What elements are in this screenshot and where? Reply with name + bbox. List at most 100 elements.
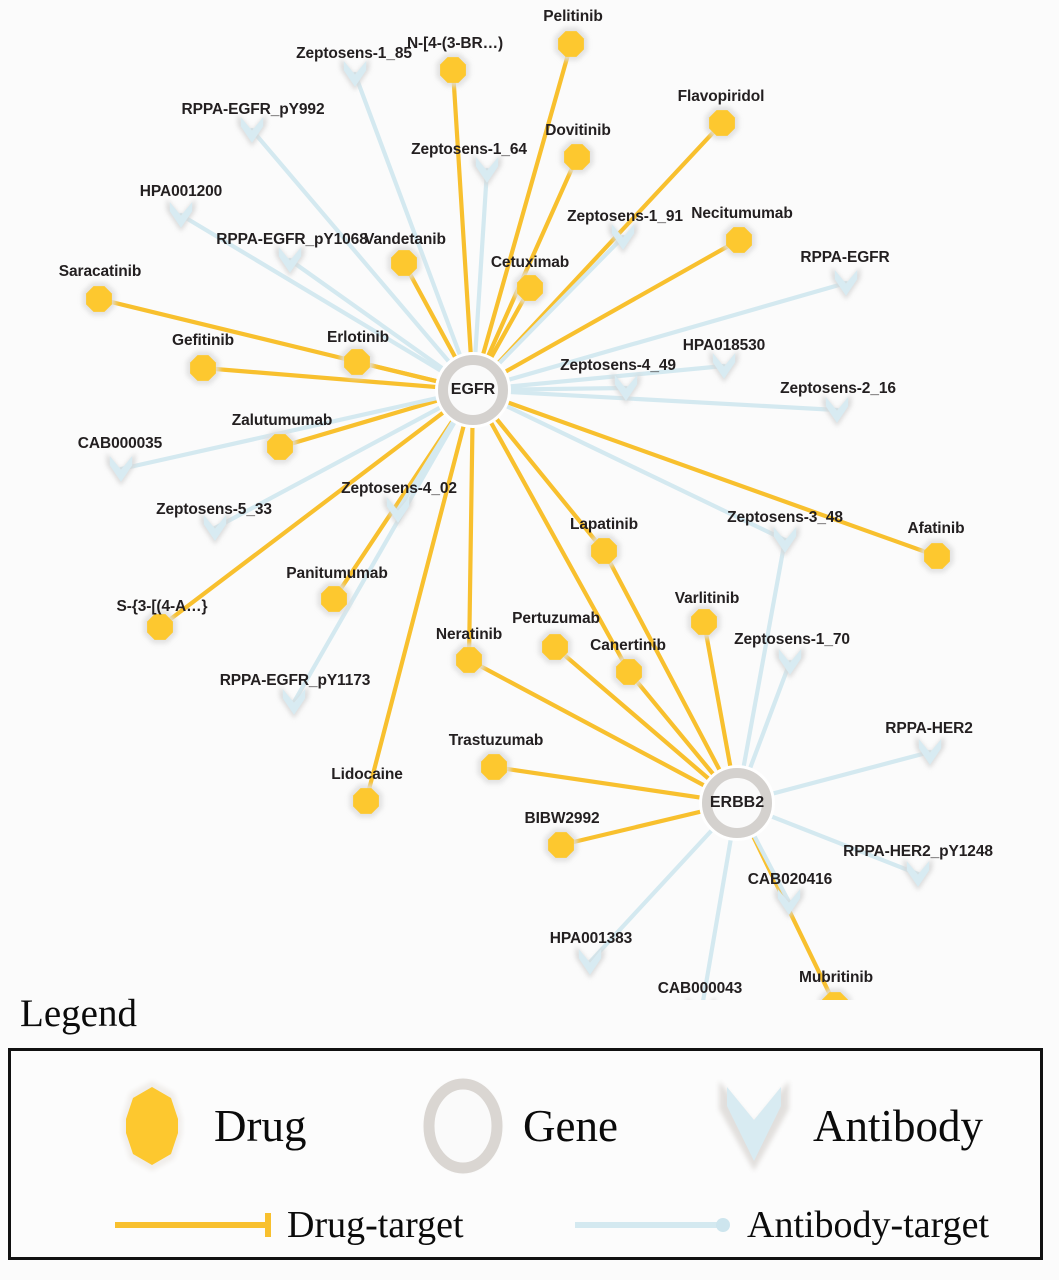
network-svg [82, 27, 954, 1000]
antibody-target-edge [212, 387, 476, 531]
drug-node[interactable] [452, 643, 486, 677]
drug-icon [122, 1081, 182, 1171]
antibody-node[interactable] [106, 452, 136, 486]
antibody-target-edge [178, 212, 476, 393]
drug-node[interactable] [612, 655, 646, 689]
antibody-target-edge-icon [575, 1218, 730, 1232]
legend-box: Drug Gene Antibody Drug-target [8, 1048, 1043, 1260]
gene-node-egfr[interactable] [435, 352, 511, 428]
drug-node[interactable] [387, 246, 421, 280]
drug-target-edge [157, 387, 476, 630]
drug-shape [691, 609, 717, 635]
drug-target-edge [470, 387, 632, 675]
drug-node[interactable] [554, 27, 588, 61]
drug-node[interactable] [143, 610, 177, 644]
legend-item-drug-target: Drug-target [111, 1206, 464, 1244]
antibody-node[interactable] [915, 735, 945, 769]
drug-shape [726, 227, 752, 253]
legend-label-gene: Gene [523, 1100, 618, 1151]
antibody-node[interactable] [200, 511, 230, 545]
antibody-node[interactable] [709, 349, 739, 383]
antibody-shape [611, 224, 635, 250]
drug-node[interactable] [687, 605, 721, 639]
antibody-target-edge [118, 387, 476, 472]
antibody-node[interactable] [166, 198, 196, 232]
drug-shape [709, 110, 735, 136]
drug-shape [517, 275, 543, 301]
antibody-target-edge [470, 363, 727, 393]
drug-target-edge [601, 548, 740, 806]
drug-node[interactable] [436, 53, 470, 87]
legend-item-drug: Drug [106, 1073, 306, 1179]
drug-shape [616, 659, 642, 685]
antibody-node[interactable] [831, 266, 861, 300]
drug-target-edge [466, 387, 476, 663]
drug-node[interactable] [560, 140, 594, 174]
antibody-node[interactable] [608, 220, 638, 254]
antibody-node[interactable] [383, 493, 413, 527]
gene-ring [702, 768, 772, 838]
gene-label-erbb2: ERBB2 [709, 794, 765, 811]
drug-node[interactable] [818, 988, 852, 1000]
antibody-target-edge [734, 537, 788, 806]
antibody-node[interactable] [611, 371, 641, 405]
nodes-layer[interactable] [82, 27, 954, 1000]
antibody-node[interactable] [774, 885, 804, 919]
antibody-shape [278, 247, 302, 273]
drug-node[interactable] [263, 430, 297, 464]
drug-node[interactable] [587, 534, 621, 568]
antibody-node[interactable] [472, 153, 502, 187]
drug-node[interactable] [538, 630, 572, 664]
antibody-target-edge [291, 387, 476, 705]
antibody-shape [712, 353, 736, 379]
legend-label-antibody-target: Antibody-target [747, 1204, 990, 1246]
drug-target-edge [470, 237, 742, 393]
drug-target-edge [363, 387, 476, 804]
drug-node[interactable] [705, 106, 739, 140]
drug-node[interactable] [317, 582, 351, 616]
antibody-shape [906, 861, 930, 887]
drug-shape [321, 586, 347, 612]
antibody-node[interactable] [575, 945, 605, 979]
gene-icon [423, 1078, 503, 1174]
drug-shape [548, 832, 574, 858]
drug-node[interactable] [340, 345, 374, 379]
legend-label-drug-target: Drug-target [287, 1204, 464, 1246]
drug-shape [440, 57, 466, 83]
drug-node[interactable] [186, 351, 220, 385]
drug-target-edge [200, 365, 476, 393]
drug-target-edge [466, 657, 740, 806]
drug-node[interactable] [544, 828, 578, 862]
antibody-shape [169, 202, 193, 228]
antibody-shape [834, 270, 858, 296]
antibody-shape [614, 375, 638, 401]
drug-node[interactable] [722, 223, 756, 257]
antibody-node[interactable] [340, 57, 370, 91]
antibody-node[interactable] [275, 243, 305, 277]
antibody-node[interactable] [279, 685, 309, 719]
antibody-shape [109, 456, 133, 482]
network-graph[interactable]: Zeptosens-1_85 RPPA-EGFR_pY992 HPA001200 RP… [0, 0, 1059, 1000]
drug-node[interactable] [920, 539, 954, 573]
drug-node[interactable] [477, 750, 511, 784]
antibody-node[interactable] [822, 393, 852, 427]
drug-target-edge [470, 387, 940, 559]
legend-item-gene: Gene [419, 1073, 618, 1179]
drug-node[interactable] [349, 784, 383, 818]
drug-shape [822, 992, 848, 1000]
antibody-node[interactable] [903, 857, 933, 891]
antibody-node[interactable] [775, 645, 805, 679]
gene-node-erbb2[interactable] [699, 765, 775, 841]
drug-target-edge [491, 764, 740, 806]
drug-shape [456, 647, 482, 673]
drug-target-edge [552, 644, 740, 806]
antibody-node[interactable] [237, 113, 267, 147]
drug-shape [344, 349, 370, 375]
drug-shape [147, 614, 173, 640]
legend-label-antibody: Antibody [813, 1100, 984, 1151]
drug-target-edge [450, 67, 476, 393]
drug-node[interactable] [82, 282, 116, 316]
drug-node[interactable] [513, 271, 547, 305]
drug-shape [924, 543, 950, 569]
antibody-node[interactable] [770, 523, 800, 557]
